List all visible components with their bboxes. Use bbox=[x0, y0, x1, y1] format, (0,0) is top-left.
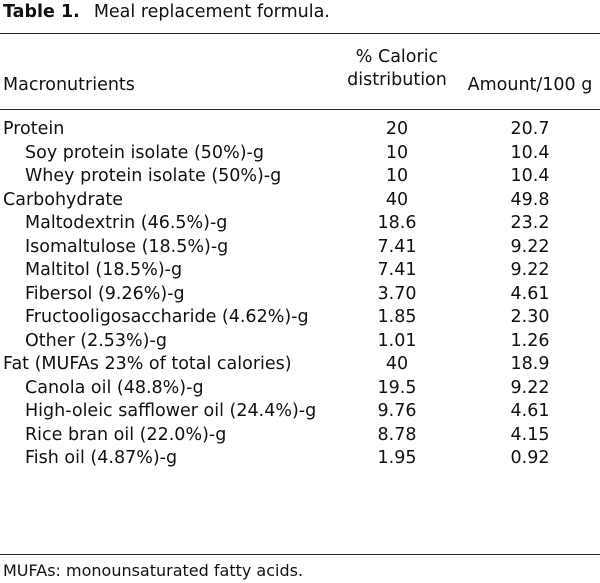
header-caloric-distribution: % Caloric distribution bbox=[340, 46, 454, 92]
table-footnote: MUFAs: monounsaturated fatty acids. bbox=[3, 561, 304, 580]
row-name: High-oleic safflower oil (24.4%)-g bbox=[25, 401, 317, 421]
row-amount: 9.22 bbox=[510, 260, 550, 280]
table-row: Maltodextrin (46.5%)-g 18.6 23.2 bbox=[0, 212, 600, 236]
row-name: Maltodextrin (46.5%)-g bbox=[25, 213, 228, 233]
row-name: Rice bran oil (22.0%)-g bbox=[25, 424, 227, 445]
table-caption: Meal replacement formula. bbox=[93, 2, 330, 22]
row-name: Other (2.53%)-g bbox=[25, 330, 167, 351]
row-caloric-distribution: 10 bbox=[385, 142, 409, 163]
table-title: Table 1. Meal replacement formula. bbox=[3, 1, 330, 23]
row-caloric-distribution: 40 bbox=[385, 354, 409, 374]
row-caloric-distribution: 8.78 bbox=[377, 424, 417, 445]
row-name: Fat (MUFAs 23% of total calories) bbox=[3, 354, 292, 374]
row-amount: 4.61 bbox=[510, 283, 550, 304]
header-caloric-line2: distribution bbox=[347, 70, 447, 90]
header-amount: Amount/100 g bbox=[467, 75, 593, 95]
row-caloric-distribution: 19.5 bbox=[377, 377, 417, 398]
row-amount: 0.92 bbox=[510, 448, 550, 468]
table-label: Table 1. bbox=[3, 2, 80, 22]
row-caloric-distribution: 18.6 bbox=[377, 213, 417, 233]
row-amount: 10.4 bbox=[510, 166, 550, 186]
table-row: Soy protein isolate (50%)-g 10 10.4 bbox=[0, 142, 600, 166]
row-name: Fish oil (4.87%)-g bbox=[25, 448, 178, 468]
row-caloric-distribution: 1.85 bbox=[377, 307, 417, 327]
row-amount: 1.26 bbox=[510, 330, 550, 351]
row-caloric-distribution: 20 bbox=[385, 119, 409, 139]
table-row: Other (2.53%)-g 1.01 1.26 bbox=[0, 330, 600, 354]
row-amount: 10.4 bbox=[510, 142, 550, 163]
row-name: Soy protein isolate (50%)-g bbox=[25, 142, 264, 163]
row-amount: 23.2 bbox=[510, 213, 550, 233]
row-caloric-distribution: 7.41 bbox=[377, 236, 417, 257]
row-amount: 9.22 bbox=[510, 377, 550, 398]
row-amount: 9.22 bbox=[510, 236, 550, 257]
row-amount: 20.7 bbox=[510, 119, 550, 139]
row-name: Fructooligosaccharide (4.62%)-g bbox=[25, 307, 309, 327]
row-name: Fibersol (9.26%)-g bbox=[25, 283, 185, 304]
row-caloric-distribution: 1.95 bbox=[377, 448, 417, 468]
bottom-rule bbox=[0, 554, 600, 555]
row-amount: 18.9 bbox=[510, 354, 550, 374]
row-amount: 2.30 bbox=[510, 307, 550, 327]
row-amount: 4.61 bbox=[510, 401, 550, 421]
top-rule bbox=[0, 33, 600, 34]
table-row: Maltitol (18.5%)-g 7.41 9.22 bbox=[0, 259, 600, 283]
table-row: Fat (MUFAs 23% of total calories) 40 18.9 bbox=[0, 353, 600, 377]
row-caloric-distribution: 10 bbox=[385, 166, 409, 186]
row-name: Canola oil (48.8%)-g bbox=[25, 377, 204, 398]
table-row: Fructooligosaccharide (4.62%)-g 1.85 2.30 bbox=[0, 306, 600, 330]
table-row: Protein 20 20.7 bbox=[0, 118, 600, 142]
table-body: Protein 20 20.7 Soy protein isolate (50%)-g… bbox=[0, 118, 600, 471]
row-name: Carbohydrate bbox=[3, 189, 124, 210]
row-caloric-distribution: 7.41 bbox=[377, 260, 417, 280]
table-row: Canola oil (48.8%)-g 19.5 9.22 bbox=[0, 377, 600, 401]
row-name: Protein bbox=[3, 119, 65, 139]
table-row: Fish oil (4.87%)-g 1.95 0.92 bbox=[0, 447, 600, 471]
row-amount: 4.15 bbox=[510, 424, 550, 445]
header-macronutrients: Macronutrients bbox=[3, 75, 135, 95]
table-row: Fibersol (9.26%)-g 3.70 4.61 bbox=[0, 283, 600, 307]
row-name: Maltitol (18.5%)-g bbox=[25, 260, 183, 280]
table-row: High-oleic safflower oil (24.4%)-g 9.76 4.… bbox=[0, 400, 600, 424]
row-amount: 49.8 bbox=[510, 189, 550, 210]
row-caloric-distribution: 3.70 bbox=[377, 283, 417, 304]
table-row: Carbohydrate 40 49.8 bbox=[0, 189, 600, 213]
row-caloric-distribution: 40 bbox=[385, 189, 409, 210]
header-rule bbox=[0, 109, 600, 110]
row-name: Isomaltulose (18.5%)-g bbox=[25, 236, 229, 257]
table-row: Whey protein isolate (50%)-g 10 10.4 bbox=[0, 165, 600, 189]
table-row: Isomaltulose (18.5%)-g 7.41 9.22 bbox=[0, 236, 600, 260]
row-caloric-distribution: 1.01 bbox=[377, 330, 417, 351]
table-row: Rice bran oil (22.0%)-g 8.78 4.15 bbox=[0, 424, 600, 448]
row-name: Whey protein isolate (50%)-g bbox=[25, 166, 282, 186]
row-caloric-distribution: 9.76 bbox=[377, 401, 417, 421]
header-caloric-line1: % Caloric bbox=[355, 47, 439, 67]
